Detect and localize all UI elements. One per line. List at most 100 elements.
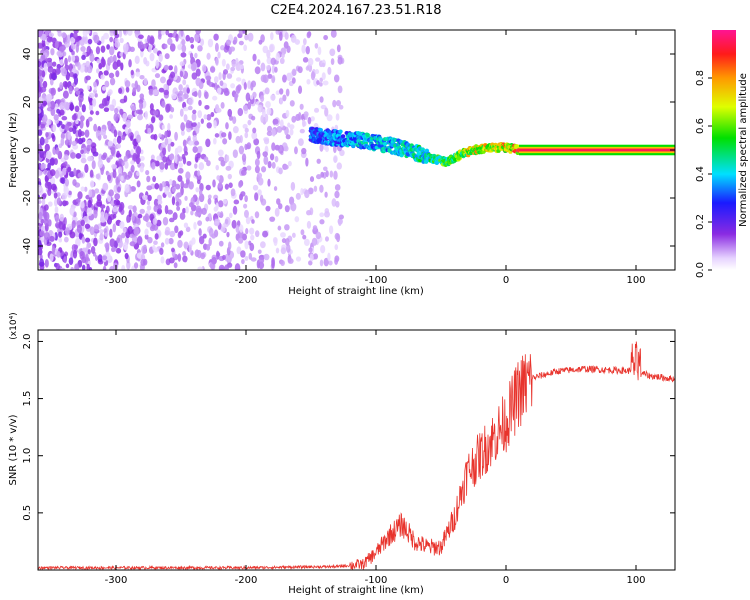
noise-cell xyxy=(303,238,310,247)
noise-cell xyxy=(86,65,93,74)
noise-cell xyxy=(208,237,212,247)
noise-cell xyxy=(323,166,328,172)
noise-cell xyxy=(264,113,269,123)
noise-cell xyxy=(64,123,70,131)
noise-cell xyxy=(335,200,340,208)
noise-cell xyxy=(167,209,173,215)
noise-cell xyxy=(323,257,329,267)
noise-cell xyxy=(223,90,230,97)
noise-cell xyxy=(235,135,241,144)
noise-cell xyxy=(266,56,273,65)
noise-cell xyxy=(183,241,189,249)
noise-cell xyxy=(189,52,194,60)
noise-cell xyxy=(138,34,144,39)
noise-cell xyxy=(311,237,318,246)
noise-cell xyxy=(214,133,220,138)
noise-cell xyxy=(77,137,84,145)
noise-cell xyxy=(231,60,236,68)
noise-cell xyxy=(249,227,255,235)
noise-cell xyxy=(94,188,100,194)
noise-cell xyxy=(68,85,73,95)
signal-cell xyxy=(318,127,323,132)
noise-cell xyxy=(305,157,309,167)
noise-cell xyxy=(158,53,163,63)
noise-cell xyxy=(58,46,65,53)
noise-cell xyxy=(89,169,94,178)
noise-cell xyxy=(233,199,240,205)
noise-cell xyxy=(159,247,164,256)
noise-cell xyxy=(324,107,329,117)
noise-cell xyxy=(103,134,108,140)
noise-cell xyxy=(109,238,116,248)
noise-cell xyxy=(168,237,174,245)
noise-cell xyxy=(64,178,70,187)
spectrogram-y-label: Frequency (Hz) xyxy=(8,112,19,188)
noise-cell xyxy=(195,205,202,213)
noise-cell xyxy=(247,32,254,42)
noise-cell xyxy=(257,104,263,113)
noise-cell xyxy=(38,108,42,114)
noise-cell xyxy=(227,173,232,180)
noise-cell xyxy=(328,260,333,266)
noise-cell xyxy=(208,227,214,237)
noise-cell xyxy=(180,129,185,136)
noise-cell xyxy=(334,184,341,191)
noise-cell xyxy=(301,147,307,155)
noise-cell xyxy=(77,61,81,71)
noise-cell xyxy=(86,85,91,90)
noise-cell xyxy=(316,80,320,86)
noise-cell xyxy=(137,114,143,121)
noise-cell xyxy=(198,236,205,245)
noise-cell xyxy=(197,45,203,52)
noise-cell xyxy=(313,185,318,192)
noise-cell xyxy=(179,230,184,236)
noise-cell xyxy=(197,89,202,99)
noise-cell xyxy=(106,91,112,97)
noise-cell xyxy=(251,131,258,140)
noise-cell xyxy=(185,171,191,180)
noise-cell xyxy=(109,55,114,64)
noise-cell xyxy=(334,190,340,199)
noise-cell xyxy=(59,59,64,66)
noise-cell xyxy=(153,205,158,212)
noise-cell xyxy=(167,122,171,131)
noise-cell xyxy=(47,188,52,197)
noise-cell xyxy=(143,57,148,65)
noise-cell xyxy=(205,75,212,81)
noise-cell xyxy=(38,86,42,93)
noise-cell xyxy=(297,138,304,146)
noise-cell xyxy=(40,123,46,129)
noise-cell xyxy=(179,212,186,220)
noise-cell xyxy=(216,211,221,217)
noise-cell xyxy=(80,149,84,155)
noise-cell xyxy=(69,231,76,239)
noise-cell xyxy=(232,116,237,124)
noise-cell xyxy=(244,195,248,203)
noise-cell xyxy=(301,118,306,128)
noise-cell xyxy=(71,54,76,62)
noise-cell xyxy=(89,53,95,63)
noise-cell xyxy=(82,30,88,38)
noise-cell xyxy=(316,158,321,164)
noise-cell xyxy=(47,66,54,73)
noise-cell xyxy=(242,123,248,129)
noise-cell xyxy=(220,160,226,167)
noise-cell xyxy=(66,34,71,44)
noise-cell xyxy=(102,182,109,192)
noise-cell xyxy=(338,214,344,220)
noise-cell xyxy=(100,74,105,80)
noise-cell xyxy=(325,170,329,178)
colorbar: 0.0 0.2 0.4 0.6 0.8 Normalized spectral ampl… xyxy=(695,30,749,278)
spectrogram-y-tick-label-1: 20 xyxy=(22,96,33,109)
noise-cell xyxy=(298,111,302,121)
noise-cell xyxy=(38,60,42,68)
noise-cell xyxy=(164,130,168,139)
noise-cell xyxy=(323,35,329,41)
noise-cell xyxy=(109,30,115,34)
noise-cell xyxy=(147,194,152,202)
noise-cell xyxy=(178,90,184,96)
noise-cell xyxy=(305,45,310,55)
noise-cell xyxy=(213,76,219,84)
noise-cell xyxy=(230,66,236,72)
noise-cell xyxy=(270,32,274,41)
